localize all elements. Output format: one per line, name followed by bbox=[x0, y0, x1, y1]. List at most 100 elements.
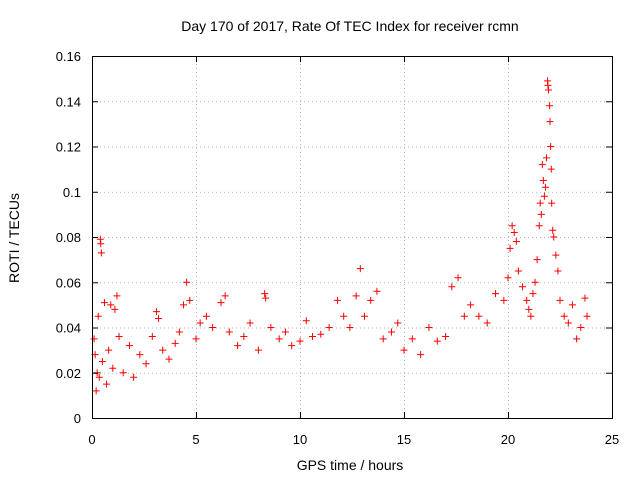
data-point bbox=[547, 165, 555, 173]
data-point bbox=[225, 328, 233, 336]
data-point bbox=[523, 296, 531, 304]
data-point bbox=[512, 238, 520, 246]
data-point bbox=[379, 335, 387, 343]
data-point bbox=[186, 296, 194, 304]
data-point bbox=[546, 102, 554, 110]
data-point bbox=[100, 299, 108, 307]
data-point bbox=[573, 335, 581, 343]
data-point bbox=[508, 222, 516, 230]
data-point bbox=[531, 278, 539, 286]
data-point bbox=[536, 199, 544, 207]
data-point bbox=[183, 278, 191, 286]
data-point bbox=[564, 319, 572, 327]
y-axis-label: ROTI / TECUs bbox=[6, 193, 22, 283]
data-point bbox=[130, 373, 138, 381]
data-point bbox=[142, 360, 150, 368]
chart-title: Day 170 of 2017, Rate Of TEC Index for r… bbox=[181, 18, 518, 34]
data-point bbox=[288, 342, 296, 350]
x-axis-label: GPS time / hours bbox=[297, 457, 404, 473]
data-point bbox=[544, 81, 552, 89]
data-point bbox=[209, 324, 217, 331]
data-point bbox=[125, 342, 133, 350]
data-point bbox=[136, 351, 144, 359]
data-point bbox=[539, 176, 547, 184]
data-point bbox=[373, 287, 381, 295]
axis-ticks bbox=[92, 56, 613, 419]
data-point bbox=[514, 267, 522, 275]
x-tick-label: 15 bbox=[397, 432, 411, 447]
data-point bbox=[325, 324, 333, 331]
y-tick-label: 0.08 bbox=[56, 230, 81, 245]
data-point bbox=[308, 333, 316, 341]
data-point bbox=[537, 210, 545, 218]
data-point bbox=[281, 328, 289, 336]
data-point bbox=[581, 294, 589, 302]
y-tick-label: 0.14 bbox=[56, 94, 81, 109]
y-tick-label: 0.16 bbox=[56, 49, 81, 64]
y-tick-label: 0.1 bbox=[63, 185, 81, 200]
data-point bbox=[527, 312, 535, 320]
data-point bbox=[433, 337, 441, 345]
x-tick-label: 25 bbox=[605, 432, 619, 447]
data-point bbox=[454, 274, 462, 282]
data-point bbox=[550, 233, 558, 241]
data-point bbox=[111, 305, 119, 313]
data-point bbox=[519, 283, 527, 291]
data-point bbox=[159, 346, 167, 354]
data-point bbox=[442, 333, 450, 341]
data-point bbox=[95, 373, 103, 381]
data-point bbox=[180, 301, 188, 309]
x-tick-label: 5 bbox=[192, 432, 199, 447]
data-point bbox=[119, 369, 127, 377]
data-point bbox=[545, 86, 553, 94]
data-point bbox=[538, 161, 546, 169]
data-point bbox=[448, 283, 456, 291]
data-point bbox=[483, 319, 491, 327]
data-point bbox=[460, 312, 468, 320]
data-point bbox=[533, 256, 541, 264]
data-point bbox=[97, 240, 105, 248]
data-point bbox=[202, 312, 210, 320]
x-tick-label: 0 bbox=[88, 432, 95, 447]
data-point bbox=[217, 299, 225, 307]
data-point bbox=[246, 319, 254, 327]
data-point bbox=[155, 314, 163, 322]
data-point bbox=[98, 357, 106, 365]
data-point bbox=[94, 312, 102, 320]
y-tick-label: 0.06 bbox=[56, 275, 81, 290]
data-point bbox=[356, 265, 364, 273]
data-point bbox=[165, 355, 173, 363]
y-tick-labels: 0 0.02 0.04 0.06 0.08 0.1 0.12 0.14 0.16 bbox=[56, 49, 81, 426]
data-point bbox=[105, 346, 113, 354]
data-point bbox=[254, 346, 262, 354]
data-point bbox=[535, 222, 543, 230]
data-point bbox=[546, 118, 554, 126]
data-point bbox=[261, 290, 269, 298]
data-point bbox=[275, 335, 283, 343]
data-point bbox=[152, 308, 160, 316]
data-point bbox=[467, 301, 475, 309]
data-point bbox=[367, 296, 375, 304]
data-point bbox=[317, 330, 325, 338]
data-point bbox=[525, 305, 533, 313]
data-point bbox=[171, 339, 179, 347]
data-point bbox=[556, 296, 564, 304]
data-point bbox=[400, 346, 408, 354]
data-point bbox=[333, 296, 341, 304]
data-point bbox=[240, 333, 248, 341]
data-point bbox=[554, 267, 562, 275]
data-point bbox=[221, 292, 229, 300]
data-point bbox=[346, 324, 354, 331]
data-point bbox=[568, 301, 576, 309]
data-point bbox=[500, 296, 508, 304]
data-point bbox=[148, 333, 156, 341]
y-tick-label: 0.12 bbox=[56, 140, 81, 155]
data-point bbox=[577, 324, 585, 331]
data-point bbox=[97, 249, 105, 257]
data-point bbox=[175, 328, 183, 336]
data-point bbox=[360, 312, 368, 320]
data-point bbox=[113, 292, 121, 300]
data-point bbox=[388, 328, 396, 336]
